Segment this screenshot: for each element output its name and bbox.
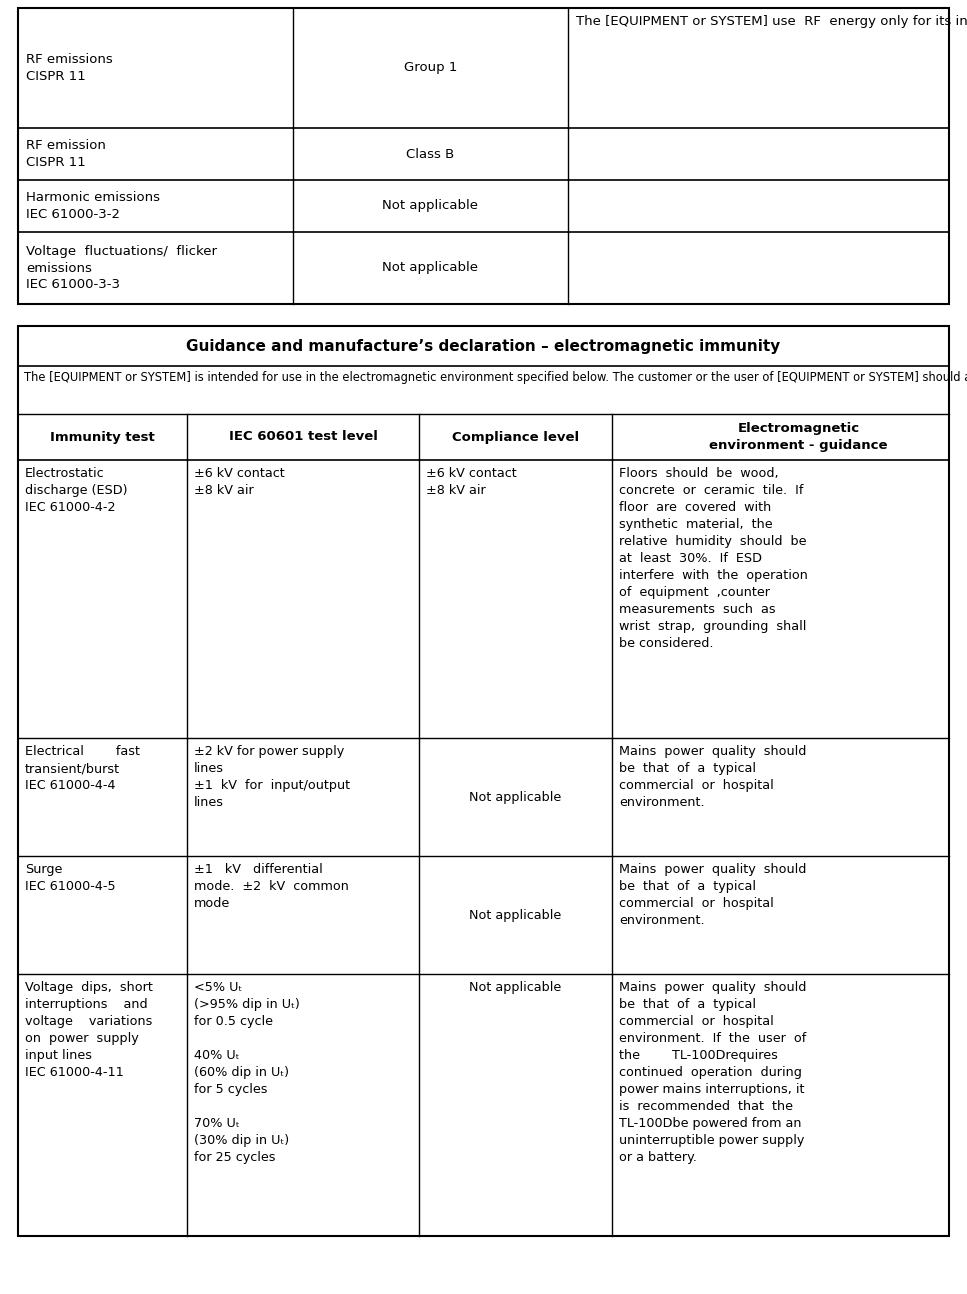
- Text: ±1   kV   differential
mode.  ±2  kV  common
mode: ±1 kV differential mode. ±2 kV common mo…: [194, 863, 349, 910]
- Text: RF emission
CISPR 11: RF emission CISPR 11: [26, 140, 105, 168]
- Text: Not applicable: Not applicable: [469, 981, 562, 994]
- Text: Not applicable: Not applicable: [383, 261, 479, 274]
- Text: Voltage  fluctuations/  flicker
emissions
IEC 61000-3-3: Voltage fluctuations/ flicker emissions …: [26, 245, 217, 291]
- Text: Surge
IEC 61000-4-5: Surge IEC 61000-4-5: [25, 863, 116, 893]
- Text: Guidance and manufacture’s declaration – electromagnetic immunity: Guidance and manufacture’s declaration –…: [187, 339, 780, 353]
- Text: The [EQUIPMENT or SYSTEM] use  RF  energy only for its internal function. Theref: The [EQUIPMENT or SYSTEM] use RF energy …: [576, 16, 967, 28]
- Bar: [18, 8, 949, 304]
- Text: Voltage  dips,  short
interruptions    and
voltage    variations
on  power  supp: Voltage dips, short interruptions and vo…: [25, 981, 153, 1079]
- Text: Floors  should  be  wood,
concrete  or  ceramic  tile.  If
floor  are  covered  : Floors should be wood, concrete or ceram…: [619, 467, 807, 650]
- Text: ±6 kV contact
±8 kV air: ±6 kV contact ±8 kV air: [426, 467, 516, 497]
- Text: ±2 kV for power supply
lines
±1  kV  for  input/output
lines: ±2 kV for power supply lines ±1 kV for i…: [194, 745, 350, 809]
- Text: Mains  power  quality  should
be  that  of  a  typical
commercial  or  hospital
: Mains power quality should be that of a …: [619, 863, 806, 927]
- Text: Class B: Class B: [406, 148, 454, 160]
- Text: Compliance level: Compliance level: [452, 431, 579, 444]
- Text: Mains  power  quality  should
be  that  of  a  typical
commercial  or  hospital
: Mains power quality should be that of a …: [619, 745, 806, 809]
- Text: <5% Uₜ
(>95% dip in Uₜ)
for 0.5 cycle

40% Uₜ
(60% dip in Uₜ)
for 5 cycles

70% : <5% Uₜ (>95% dip in Uₜ) for 0.5 cycle 40…: [194, 981, 300, 1165]
- Bar: [18, 326, 949, 1236]
- Text: Electrostatic
discharge (ESD)
IEC 61000-4-2: Electrostatic discharge (ESD) IEC 61000-…: [25, 467, 128, 514]
- Text: Not applicable: Not applicable: [469, 908, 562, 921]
- Text: Harmonic emissions
IEC 61000-3-2: Harmonic emissions IEC 61000-3-2: [26, 192, 160, 221]
- Text: Mains  power  quality  should
be  that  of  a  typical
commercial  or  hospital
: Mains power quality should be that of a …: [619, 981, 806, 1165]
- Text: Electrical        fast
transient/burst
IEC 61000-4-4: Electrical fast transient/burst IEC 6100…: [25, 745, 140, 792]
- Text: The [EQUIPMENT or SYSTEM] is intended for use in the electromagnetic environment: The [EQUIPMENT or SYSTEM] is intended fo…: [24, 371, 967, 384]
- Text: Not applicable: Not applicable: [469, 791, 562, 804]
- Text: IEC 60601 test level: IEC 60601 test level: [228, 431, 377, 444]
- Text: Group 1: Group 1: [404, 62, 457, 75]
- Text: Electromagnetic
environment - guidance: Electromagnetic environment - guidance: [709, 422, 888, 452]
- Text: RF emissions
CISPR 11: RF emissions CISPR 11: [26, 53, 113, 83]
- Text: ±6 kV contact
±8 kV air: ±6 kV contact ±8 kV air: [194, 467, 284, 497]
- Text: Immunity test: Immunity test: [50, 431, 155, 444]
- Text: Not applicable: Not applicable: [383, 199, 479, 212]
